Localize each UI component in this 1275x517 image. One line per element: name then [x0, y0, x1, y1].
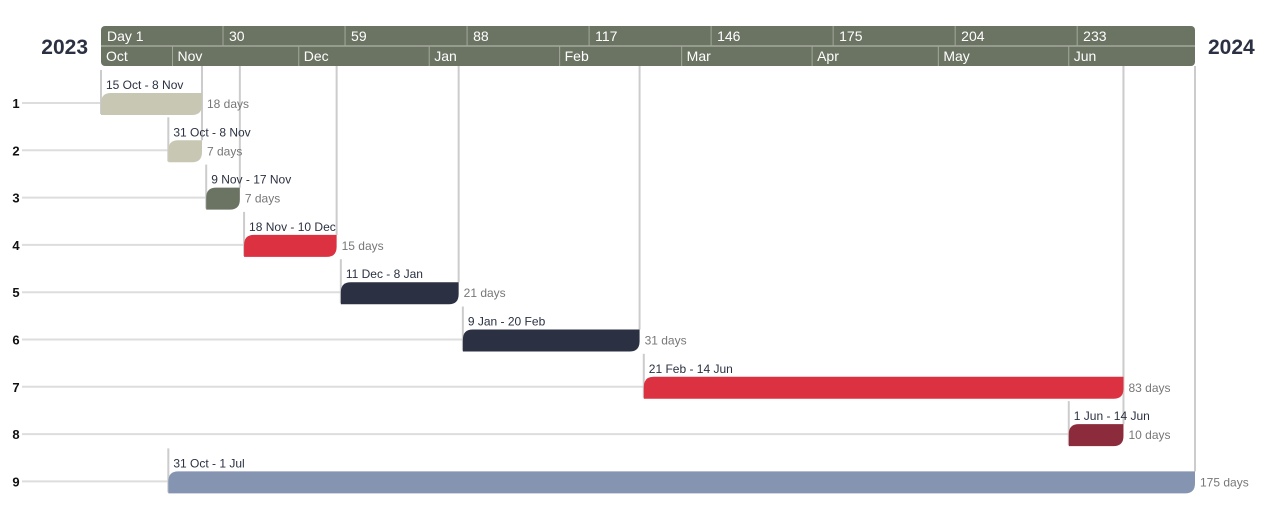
- day-tick-label: 117: [595, 28, 618, 44]
- task-duration-label: 10 days: [1128, 428, 1170, 442]
- day-tick-label: Day 1: [107, 28, 144, 44]
- row-label: 1: [12, 96, 19, 111]
- task-range-label: 15 Oct - 8 Nov: [106, 78, 183, 92]
- task-range-label: 11 Dec - 8 Jan: [346, 267, 423, 281]
- month-label: Jan: [434, 48, 457, 64]
- task-duration-label: 7 days: [207, 144, 242, 158]
- task-range-label: 21 Feb - 14 Jun: [649, 362, 733, 376]
- task-bar: [244, 234, 337, 257]
- task-bar: [1068, 424, 1124, 447]
- year-end-label: 2024: [1208, 36, 1255, 59]
- month-label: May: [943, 48, 969, 64]
- row-label: 3: [12, 191, 19, 206]
- day-tick-label: 233: [1083, 28, 1107, 44]
- task-bar: [168, 471, 1195, 494]
- task-range-label: 31 Oct - 8 Nov: [173, 125, 250, 139]
- day-tick-label: 204: [961, 28, 985, 44]
- task-range-label: 31 Oct - 1 Jul: [173, 456, 244, 470]
- task-bar: [643, 376, 1124, 399]
- month-label: Nov: [178, 48, 203, 64]
- task-range-label: 9 Jan - 20 Feb: [468, 315, 546, 329]
- day-tick-label: 88: [473, 28, 489, 44]
- task-range-label: 9 Nov - 17 Nov: [211, 173, 291, 187]
- month-label: Mar: [687, 48, 711, 64]
- task-duration-label: 7 days: [245, 192, 280, 206]
- row-label: 6: [12, 333, 19, 348]
- day-tick-label: 146: [717, 28, 741, 44]
- task-duration-label: 83 days: [1128, 381, 1170, 395]
- task-duration-label: 31 days: [645, 334, 687, 348]
- task-duration-label: 175 days: [1200, 475, 1249, 489]
- task-bar: [101, 93, 202, 115]
- row-label: 2: [12, 143, 19, 158]
- task-range-label: 18 Nov - 10 Dec: [249, 220, 336, 234]
- row-label: 8: [12, 427, 19, 442]
- month-label: Apr: [817, 48, 839, 64]
- task-bar: [340, 282, 459, 305]
- month-label: Jun: [1074, 48, 1097, 64]
- day-tick-label: 175: [839, 28, 863, 44]
- month-label: Feb: [565, 48, 589, 64]
- month-label: Dec: [304, 48, 329, 64]
- task-range-label: 1 Jun - 14 Jun: [1074, 409, 1150, 423]
- task-bar: [206, 187, 240, 210]
- task-bar: [462, 329, 640, 352]
- task-duration-label: 18 days: [207, 97, 249, 111]
- row-label: 7: [12, 380, 19, 395]
- day-tick-label: 59: [351, 28, 367, 44]
- row-label: 4: [12, 238, 20, 253]
- row-label: 5: [12, 285, 19, 300]
- task-bar: [168, 140, 202, 163]
- task-duration-label: 21 days: [464, 286, 506, 300]
- year-start-label: 2023: [41, 36, 88, 59]
- row-label: 9: [12, 474, 19, 489]
- task-duration-label: 15 days: [342, 239, 384, 253]
- month-label: Oct: [106, 48, 128, 64]
- day-tick-label: 30: [229, 28, 245, 44]
